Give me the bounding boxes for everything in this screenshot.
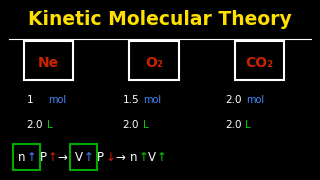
Text: 2.0: 2.0: [225, 95, 241, 105]
Text: n: n: [18, 151, 25, 164]
Text: 2.0: 2.0: [122, 120, 139, 130]
Text: P: P: [97, 151, 104, 164]
Text: →: →: [116, 151, 125, 164]
FancyBboxPatch shape: [24, 41, 73, 80]
Text: L: L: [245, 120, 251, 130]
Text: L: L: [143, 120, 148, 130]
Text: mol: mol: [48, 95, 66, 105]
Text: O₂: O₂: [145, 56, 163, 69]
Text: n: n: [130, 151, 137, 164]
Text: mol: mol: [143, 95, 162, 105]
Text: ↑: ↑: [48, 151, 58, 164]
Text: 2.0: 2.0: [27, 120, 43, 130]
Text: ↑: ↑: [27, 151, 36, 164]
FancyBboxPatch shape: [129, 41, 179, 80]
FancyBboxPatch shape: [13, 144, 40, 170]
Text: CO₂: CO₂: [245, 56, 274, 69]
Text: L: L: [47, 120, 53, 130]
Text: 1: 1: [27, 95, 33, 105]
Text: 1.5: 1.5: [122, 95, 139, 105]
Text: ↑: ↑: [138, 151, 148, 164]
Text: mol: mol: [246, 95, 264, 105]
Text: Ne: Ne: [38, 56, 59, 69]
Text: P: P: [40, 151, 47, 164]
Text: Kinetic Molecular Theory: Kinetic Molecular Theory: [28, 10, 292, 29]
Text: ↑: ↑: [84, 151, 94, 164]
Text: →: →: [58, 151, 68, 164]
Text: ↓: ↓: [105, 151, 115, 164]
FancyBboxPatch shape: [235, 41, 284, 80]
Text: ↑: ↑: [156, 151, 166, 164]
Text: V: V: [75, 151, 83, 164]
FancyBboxPatch shape: [70, 144, 97, 170]
Text: 2.0: 2.0: [225, 120, 241, 130]
Text: V: V: [148, 151, 156, 164]
